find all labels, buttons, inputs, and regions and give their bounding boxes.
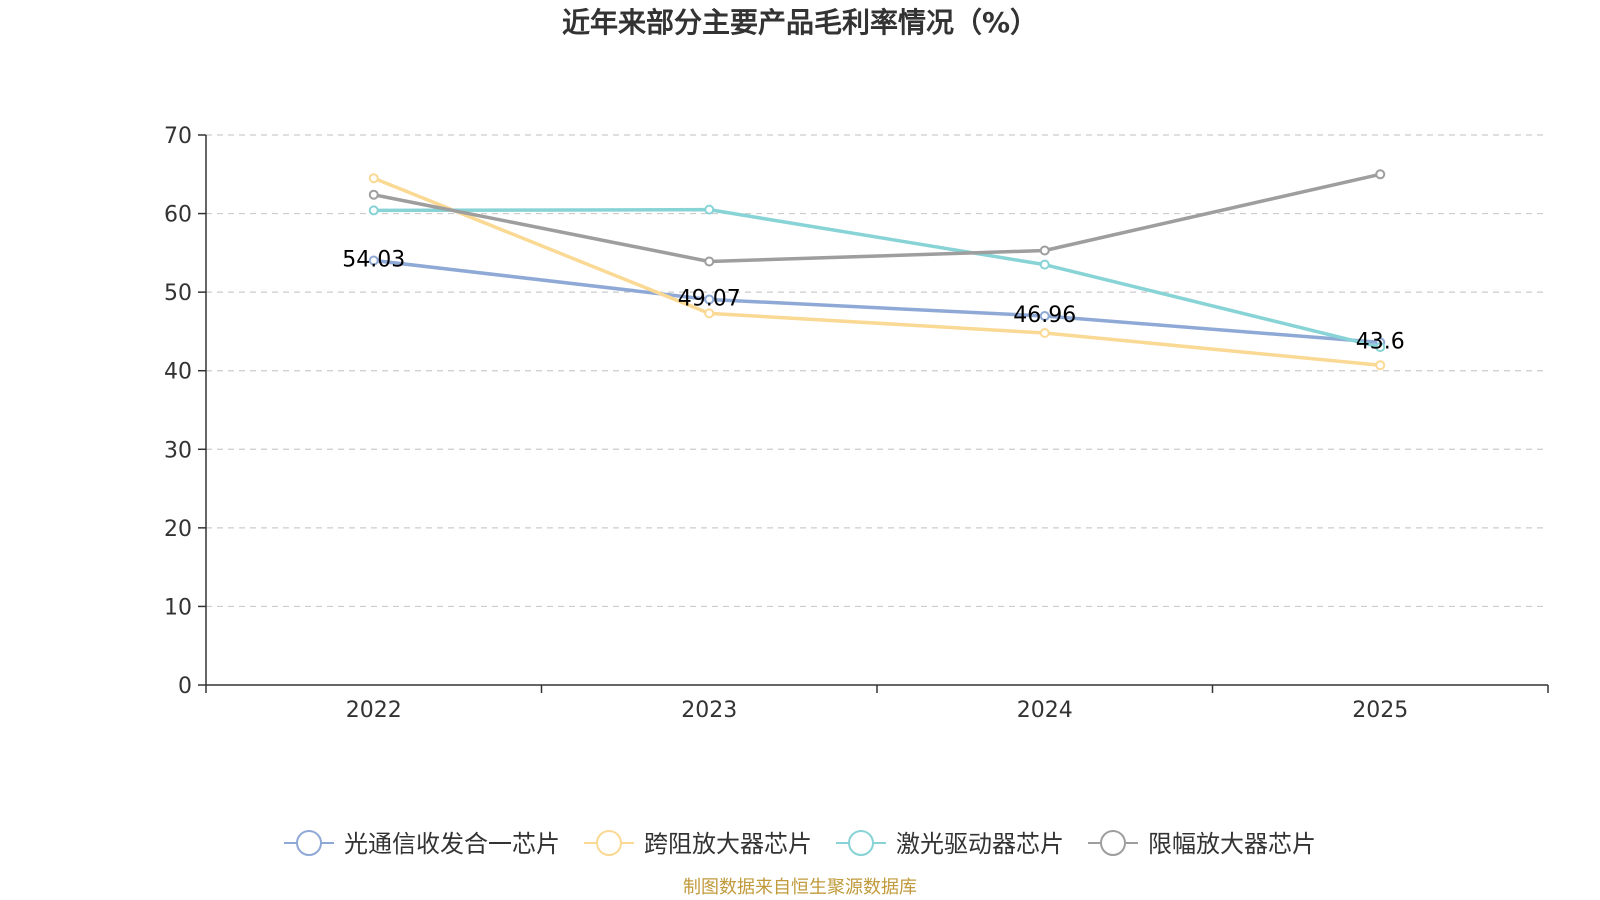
y-tick-label: 10: [164, 595, 192, 620]
data-point-2-2[interactable]: [1039, 259, 1050, 270]
data-point-2-3[interactable]: [1375, 342, 1386, 353]
data-label-0-1: 49.07: [678, 286, 741, 311]
grid-lines: [206, 134, 1548, 608]
y-tick-label: 60: [164, 203, 192, 228]
data-point-1-0[interactable]: [368, 173, 379, 184]
data-point-2-0[interactable]: [368, 205, 379, 216]
legend-item-1[interactable]: 跨阻放大器芯片: [584, 830, 812, 858]
x-tick-label-2023: 2023: [681, 698, 737, 723]
legend-circle-icon: [1100, 830, 1126, 856]
legend-label: 激光驱动器芯片: [896, 830, 1064, 858]
data-point-3-3[interactable]: [1375, 169, 1386, 180]
legend-label: 跨阻放大器芯片: [644, 830, 812, 858]
data-point-0-0[interactable]: [368, 255, 379, 266]
legend-item-2[interactable]: 激光驱动器芯片: [836, 830, 1064, 858]
legend-item-3[interactable]: 限幅放大器芯片: [1088, 830, 1316, 858]
data-point-1-1[interactable]: [704, 308, 715, 319]
series-line-1: [373, 176, 1381, 367]
data-point-0-2[interactable]: [1039, 311, 1050, 322]
data-label-0-3: 43.6: [1356, 329, 1405, 354]
y-tick-label: 50: [164, 281, 192, 306]
series-line-0: [373, 258, 1381, 345]
legend-label: 光通信收发合一芯片: [344, 830, 560, 858]
legend[interactable]: 光通信收发合一芯片 跨阻放大器芯片 激光驱动器芯片 限幅放大器芯片: [284, 830, 1316, 858]
legend-label: 限幅放大器芯片: [1148, 830, 1316, 858]
y-tick-label: 70: [164, 124, 192, 149]
series-line-2: [373, 207, 1381, 349]
legend-circle-icon: [848, 830, 874, 856]
data-point-3-2[interactable]: [1039, 245, 1050, 256]
x-tick-label-2022: 2022: [346, 698, 402, 723]
data-point-0-1[interactable]: [704, 294, 715, 305]
series-layer: [368, 169, 1386, 371]
data-point-1-3[interactable]: [1375, 360, 1386, 371]
data-point-2-1[interactable]: [704, 204, 715, 215]
data-point-1-2[interactable]: [1039, 328, 1050, 338]
x-tick-label-2025: 2025: [1352, 698, 1408, 723]
y-tick-label: 20: [164, 517, 192, 542]
y-tick-label: 0: [178, 674, 192, 699]
data-point-3-1[interactable]: [704, 256, 715, 267]
legend-item-0[interactable]: 光通信收发合一芯片: [284, 830, 560, 858]
y-tick-label: 40: [164, 360, 192, 385]
y-tick-label: 30: [164, 438, 192, 463]
series-line-3: [373, 172, 1381, 264]
x-tick-label-2024: 2024: [1017, 698, 1073, 723]
chart-title: 近年来部分主要产品毛利率情况（%）: [562, 6, 1038, 39]
data-labels: 54.03 49.07 46.96 43.6: [342, 247, 1404, 354]
data-label-0-2: 46.96: [1013, 303, 1076, 328]
axes: 0 10 20 30 40 50 60 70 2022 2023 2024 2025: [164, 124, 1549, 723]
legend-circle-icon: [596, 830, 622, 856]
data-point-3-0[interactable]: [368, 189, 379, 200]
legend-circle-icon: [296, 830, 322, 856]
source-note: 制图数据来自恒生聚源数据库: [683, 877, 917, 898]
data-label-0-0: 54.03: [342, 247, 405, 272]
